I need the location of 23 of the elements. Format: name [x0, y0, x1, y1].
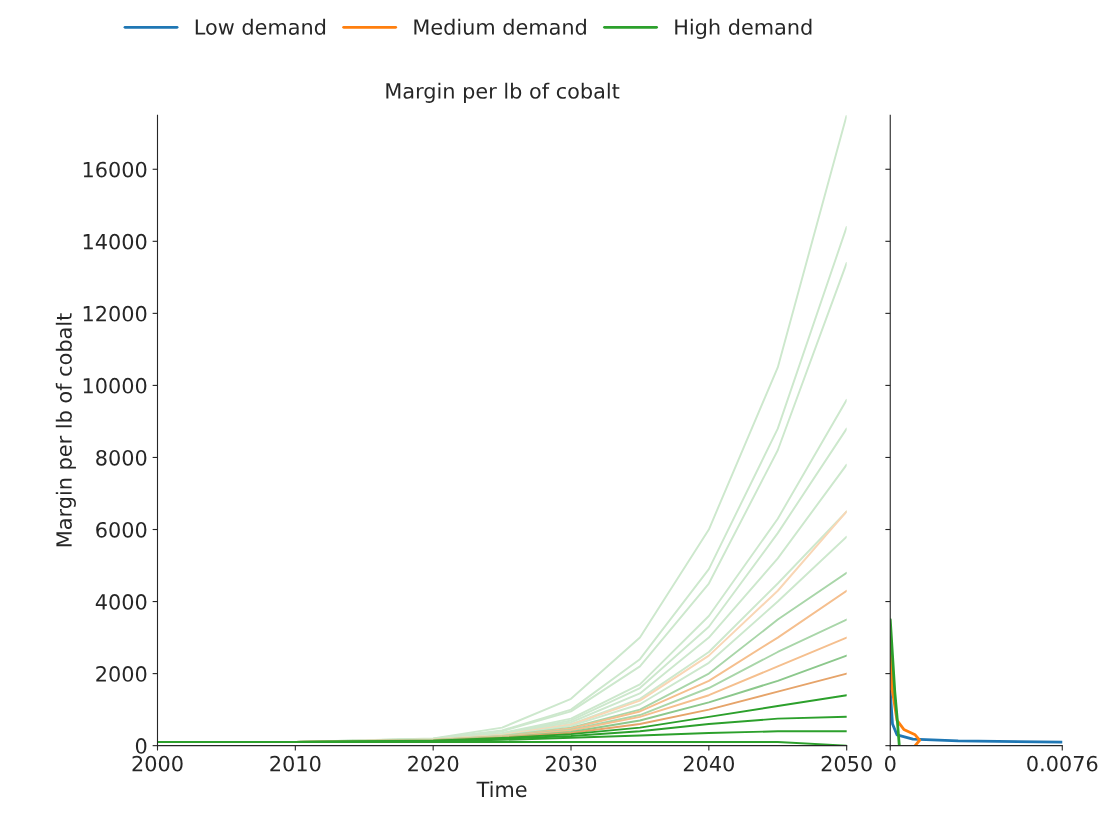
- x-axis-title: Time: [476, 781, 527, 798]
- y-tick-label: 10000: [83, 377, 147, 394]
- y-tick-label: 16000: [83, 161, 147, 178]
- x-tick-label: 0.0076: [1027, 755, 1098, 772]
- y-tick-label: 2000: [96, 666, 147, 682]
- x-tick-label: 2020: [408, 755, 459, 772]
- y-axis-title: Margin per lb of cobalt: [55, 313, 76, 547]
- y-tick-label: 8000: [96, 449, 147, 466]
- y-tick-label: 14000: [83, 233, 147, 250]
- x-tick-label: 2000: [132, 755, 183, 772]
- chart-title: Margin per lb of cobalt: [386, 82, 620, 103]
- y-tick-label: 4000: [95, 594, 147, 610]
- legend-label: Medium demand: [414, 18, 586, 35]
- x-tick-label: 2050: [821, 755, 872, 772]
- x-tick-label: 0: [885, 755, 896, 772]
- legend-label: High demand: [675, 18, 812, 39]
- legend-label: Low demand: [195, 18, 326, 35]
- x-tick-label: 2030: [546, 755, 597, 772]
- y-tick-label: 6000: [96, 521, 147, 538]
- x-tick-label: 2010: [270, 755, 321, 772]
- x-tick-label: 2040: [683, 755, 734, 772]
- y-tick-label: 12000: [83, 305, 147, 322]
- y-tick-label: 0: [135, 738, 147, 754]
